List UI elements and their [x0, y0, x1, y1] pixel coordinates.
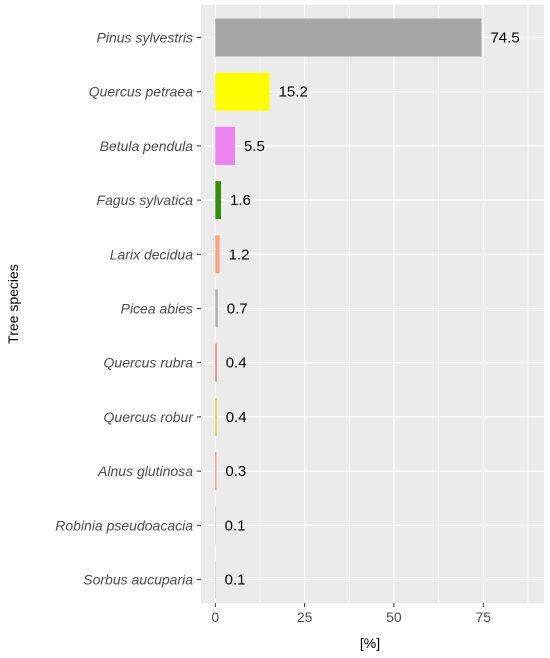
bar [215, 126, 235, 165]
y-axis-title: Tree species [5, 264, 21, 344]
bar [215, 506, 216, 545]
data-label: 1.2 [229, 246, 250, 263]
bar [215, 560, 216, 599]
bar [215, 289, 218, 328]
data-label: 0.4 [226, 355, 247, 372]
category-label: Robinia pseudoacacia [55, 517, 193, 533]
category-label: Quercus petraea [89, 84, 193, 100]
data-labels: 74.5 15.2 5.5 1.6 1.2 0.7 0.4 0.4 0.3 0.1 0.1 [225, 30, 520, 589]
bar [215, 452, 217, 491]
category-labels: Pinus sylvestris Quercus petraea Betula pe… [55, 30, 201, 588]
data-label: 5.5 [244, 138, 265, 155]
data-label: 74.5 [490, 30, 519, 47]
category-label: Fagus sylvatica [97, 192, 194, 208]
data-label: 1.6 [230, 192, 251, 209]
x-tick-label: 0 [211, 609, 219, 625]
x-tick-label: 50 [386, 609, 402, 625]
bar [215, 181, 222, 220]
bar [215, 18, 482, 57]
bar [215, 397, 217, 436]
x-axis-title: [%] [360, 635, 380, 651]
data-label: 15.2 [279, 84, 308, 101]
category-label: Picea abies [121, 301, 193, 317]
x-tick-label: 25 [297, 609, 313, 625]
category-label: Betula pendula [100, 138, 194, 154]
category-label: Larix decidua [110, 246, 193, 262]
data-label: 0.1 [225, 572, 246, 589]
bar [215, 343, 217, 382]
x-axis-ticks: 0 25 50 75 [211, 603, 491, 625]
category-label: Quercus robur [104, 409, 195, 425]
category-label: Alnus glutinosa [97, 463, 193, 479]
category-label: Quercus rubra [104, 355, 194, 371]
bar [215, 72, 270, 111]
data-label: 0.7 [227, 301, 248, 318]
bars [215, 18, 482, 599]
x-tick-label: 75 [475, 609, 491, 625]
category-label: Pinus sylvestris [97, 30, 193, 46]
data-label: 0.4 [226, 409, 247, 426]
data-label: 0.3 [225, 463, 246, 480]
data-label: 0.1 [225, 517, 246, 534]
bar [215, 235, 220, 274]
category-label: Sorbus aucuparia [83, 572, 193, 588]
